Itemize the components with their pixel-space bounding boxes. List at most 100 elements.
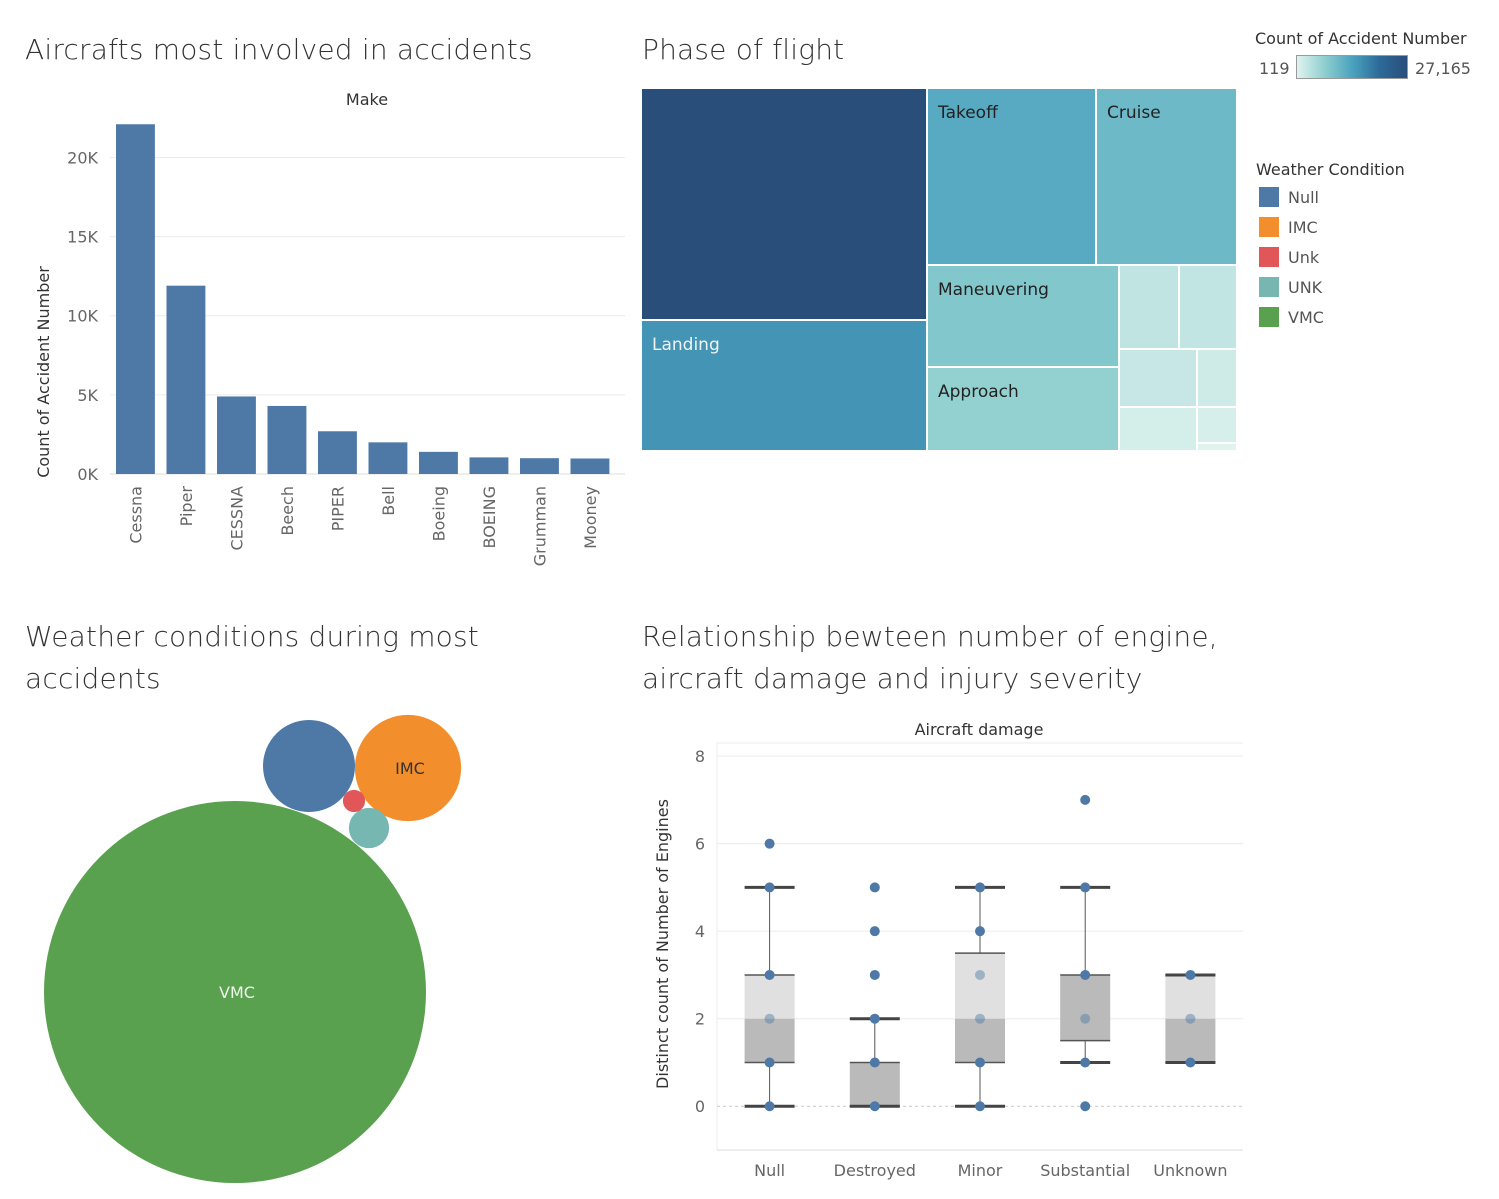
make-bar-chart: Make Count of Accident Number 0K 5K 10K 15K… — [34, 90, 625, 566]
make-header: Make — [346, 90, 388, 109]
treemap-cell-label: Maneuvering — [938, 280, 1049, 300]
box-point — [975, 926, 985, 937]
treemap-cell-landing: Landing — [642, 321, 928, 452]
box-point — [764, 1013, 775, 1024]
bar-grumman — [520, 458, 559, 474]
phase-treemap: Landing Takeoff Cruise Maneuvering Approach — [642, 89, 1238, 452]
box-y-tick-label: 4 — [695, 922, 705, 941]
legend-swatch — [1259, 187, 1279, 207]
bar-y-tick-label: 10K — [67, 307, 98, 326]
make-chart-title: Aircrafts most involved in accidents — [25, 33, 533, 66]
box-point — [975, 882, 985, 893]
bar-cessna — [116, 124, 155, 475]
box-point — [764, 1101, 775, 1112]
bar-x-label: Piper — [177, 486, 196, 527]
bar-x-label: Grumman — [530, 486, 549, 566]
box-point — [1080, 794, 1091, 805]
box-y-tick-label: 6 — [695, 835, 705, 854]
box-upper-half — [1165, 974, 1216, 1019]
bubble-label: IMC — [395, 759, 425, 778]
box-header: Aircraft damage — [915, 720, 1044, 739]
box-y-axis-label: Distinct count of Number of Engines — [653, 799, 672, 1089]
bar-marks — [116, 124, 610, 475]
treemap-cell — [1180, 266, 1238, 350]
bar-mooney — [570, 458, 610, 474]
bar-x-label: Beech — [278, 486, 297, 536]
legend-item-unk-upper[interactable]: UNK — [1259, 272, 1324, 302]
bubble-imc — [354, 714, 462, 822]
box-upper-half — [744, 974, 795, 1019]
treemap-cell — [1120, 266, 1180, 350]
legend-label: UNK — [1288, 277, 1323, 297]
engines-box-plot: Aircraft damage Distinct count of Number… — [653, 720, 1243, 1180]
box-point — [975, 1013, 985, 1024]
treemap-cell — [1120, 350, 1198, 408]
legend-label: Unk — [1288, 247, 1320, 267]
treemap-cell-cruise: Cruise — [1097, 89, 1238, 266]
weather-chart-title-line1: Weather conditions during most — [25, 620, 479, 653]
box-point — [1080, 1101, 1091, 1112]
bubble-unk — [348, 807, 390, 849]
weather-chart-title-line2: accidents — [25, 662, 161, 695]
box-point — [975, 969, 985, 980]
legend-item-unk-lower[interactable]: Unk — [1259, 242, 1324, 272]
bar-x-label: Bell — [379, 486, 398, 516]
bar-y-tick-label: 5K — [77, 386, 98, 405]
treemap-cell-label: Cruise — [1107, 103, 1161, 123]
treemap-cell-label: Landing — [652, 335, 720, 355]
legend-label: VMC — [1288, 307, 1324, 327]
box-upper-half — [955, 953, 1005, 1019]
box-y-tick-label: 2 — [695, 1010, 705, 1029]
bubble-vmc — [44, 801, 426, 1183]
bar-piper — [166, 285, 206, 474]
treemap-cell-label: Takeoff — [938, 103, 998, 123]
box-point — [1185, 1057, 1196, 1068]
box-lower-half — [955, 1018, 1005, 1063]
legend-swatch — [1259, 217, 1279, 237]
legend-item-imc[interactable]: IMC — [1259, 212, 1324, 242]
box-point — [975, 1101, 985, 1112]
treemap-cell-label: Approach — [938, 382, 1019, 402]
box-point — [975, 1057, 985, 1068]
bar-bell — [368, 442, 408, 474]
legend-swatch — [1259, 307, 1279, 327]
color-legend-min: 119 — [1259, 59, 1290, 78]
bubble-null — [263, 720, 355, 812]
bar-piper — [318, 431, 357, 474]
weather-legend: Null IMC Unk UNK VMC — [1259, 182, 1324, 332]
box-point — [869, 882, 880, 893]
box-point — [764, 1057, 775, 1068]
treemap-cell — [1198, 444, 1238, 452]
box-y-tick-label: 8 — [695, 747, 705, 766]
box-point — [764, 882, 775, 893]
legend-item-vmc[interactable]: VMC — [1259, 302, 1324, 332]
legend-item-null[interactable]: Null — [1259, 182, 1324, 212]
bar-boeing — [419, 451, 458, 474]
treemap-cell-takeoff: Takeoff — [928, 89, 1097, 266]
box-point — [1080, 1013, 1091, 1024]
bar-y-ticks: 0K 5K 10K 15K 20K — [67, 148, 98, 484]
bar-x-label: Cessna — [126, 486, 145, 544]
box-x-label: Substantial — [1040, 1161, 1130, 1180]
box-lower-half — [1060, 974, 1111, 1041]
phase-chart-title: Phase of flight — [642, 33, 845, 66]
legend-swatch — [1259, 277, 1279, 297]
bar-x-label: Boeing — [429, 486, 448, 541]
legend-label: Null — [1288, 187, 1319, 207]
treemap-cell — [1198, 350, 1238, 408]
box-point — [1080, 882, 1091, 893]
engines-chart-title-line2: aircraft damage and injury severity — [642, 662, 1143, 695]
box-lower-half — [744, 1018, 795, 1063]
bar-y-tick-label: 0K — [77, 465, 98, 484]
color-legend-gradient — [1296, 55, 1408, 79]
weather-legend-title: Weather Condition — [1256, 160, 1405, 179]
bar-beech — [267, 405, 307, 474]
treemap-cell — [1120, 408, 1198, 452]
box-x-label: Null — [754, 1161, 785, 1180]
box-point — [869, 926, 880, 937]
bar-x-label: CESSNA — [227, 486, 246, 551]
bar-cessna — [217, 396, 256, 474]
box-point — [1185, 969, 1196, 980]
box-lower-half — [1165, 1018, 1216, 1063]
box-point — [869, 1101, 880, 1112]
